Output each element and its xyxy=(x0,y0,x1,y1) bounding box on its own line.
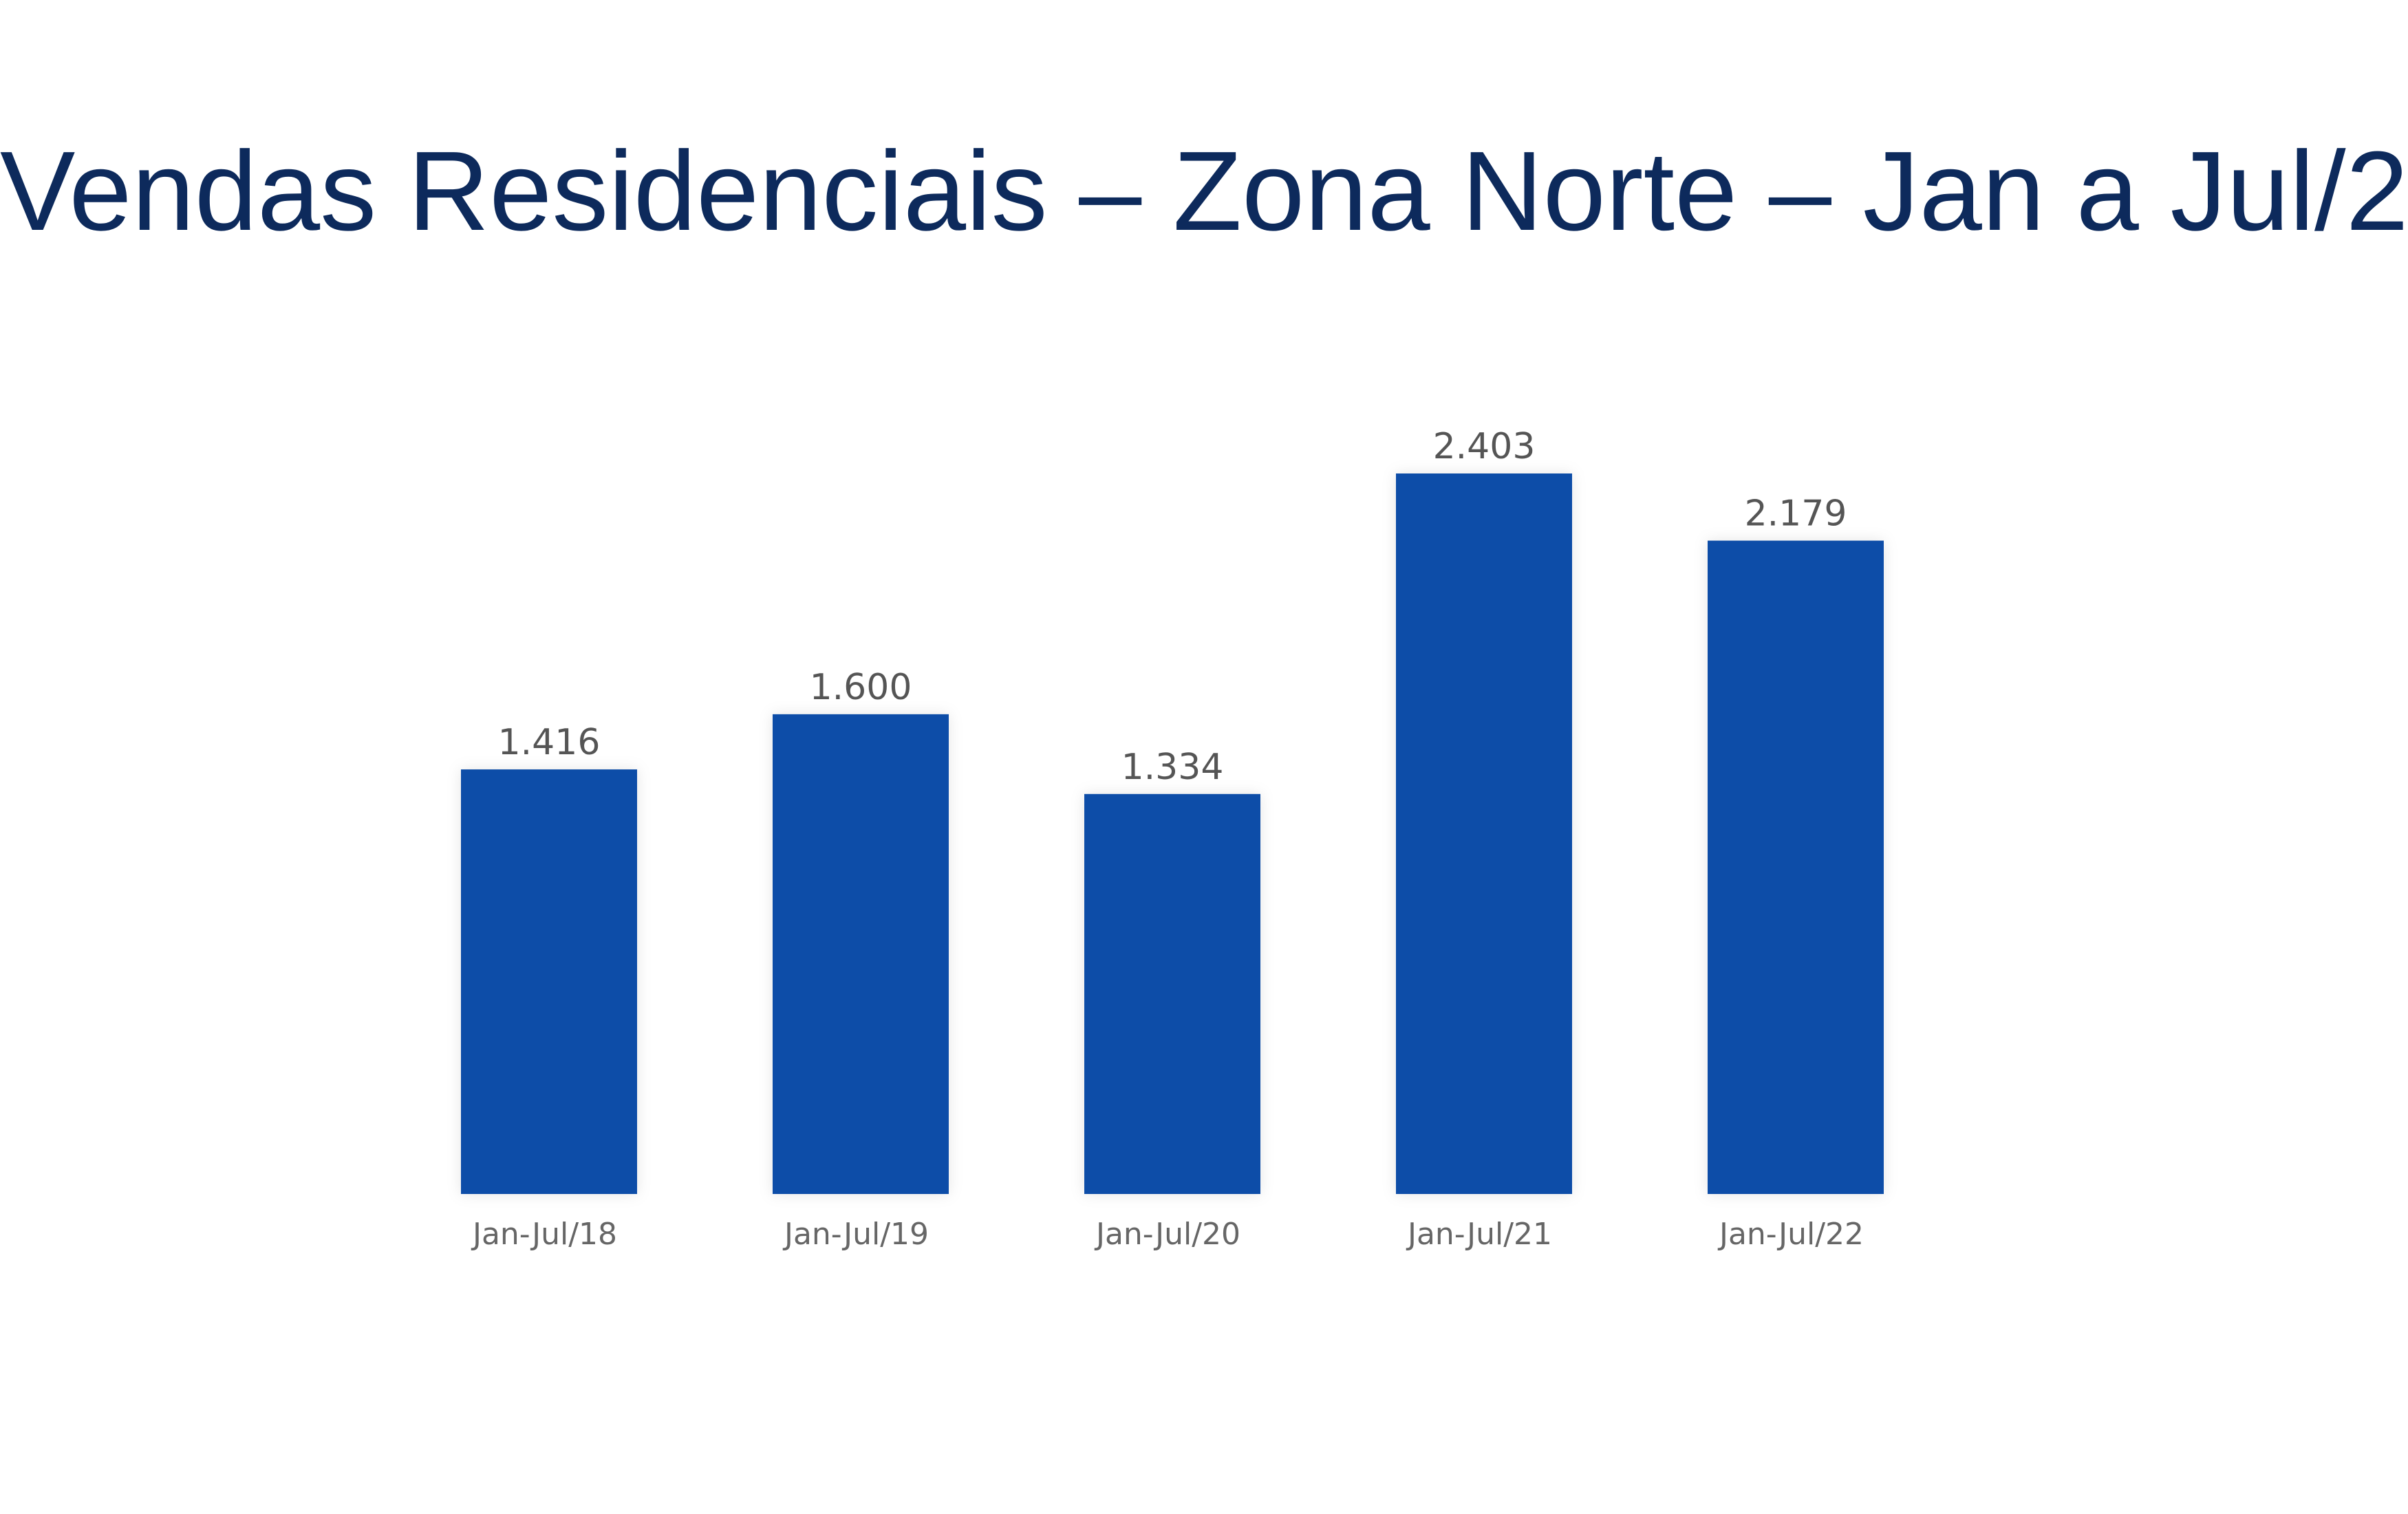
bar-2 xyxy=(773,714,949,1194)
bar-value-label-3: 1.334 xyxy=(1121,747,1224,788)
x-tick-label-5: Jan-Jul/22 xyxy=(1717,1217,1864,1252)
bar-value-label-4: 2.403 xyxy=(1433,426,1536,467)
bar-4 xyxy=(1396,473,1572,1194)
x-tick-labels-group: Jan-Jul/18 Jan-Jul/19 Jan-Jul/20 Jan-Jul/21… xyxy=(471,1217,1864,1252)
chart-title: Vendas Residenciais – Zona Norte – Jan a… xyxy=(0,128,2408,254)
x-tick-label-2: Jan-Jul/19 xyxy=(782,1217,929,1252)
x-tick-label-3: Jan-Jul/20 xyxy=(1094,1217,1240,1252)
value-labels-group: 1.416 1.600 1.334 2.403 2.179 xyxy=(498,426,1847,788)
bar-3 xyxy=(1084,793,1260,1194)
bar-value-label-2: 1.600 xyxy=(810,667,912,708)
bar-1 xyxy=(461,769,637,1194)
x-tick-label-4: Jan-Jul/21 xyxy=(1406,1217,1552,1252)
bar-value-label-5: 2.179 xyxy=(1745,493,1847,535)
bar-value-label-1: 1.416 xyxy=(498,722,601,763)
bar-5 xyxy=(1708,540,1884,1194)
bars-group xyxy=(461,473,1884,1194)
x-tick-label-1: Jan-Jul/18 xyxy=(471,1217,617,1252)
